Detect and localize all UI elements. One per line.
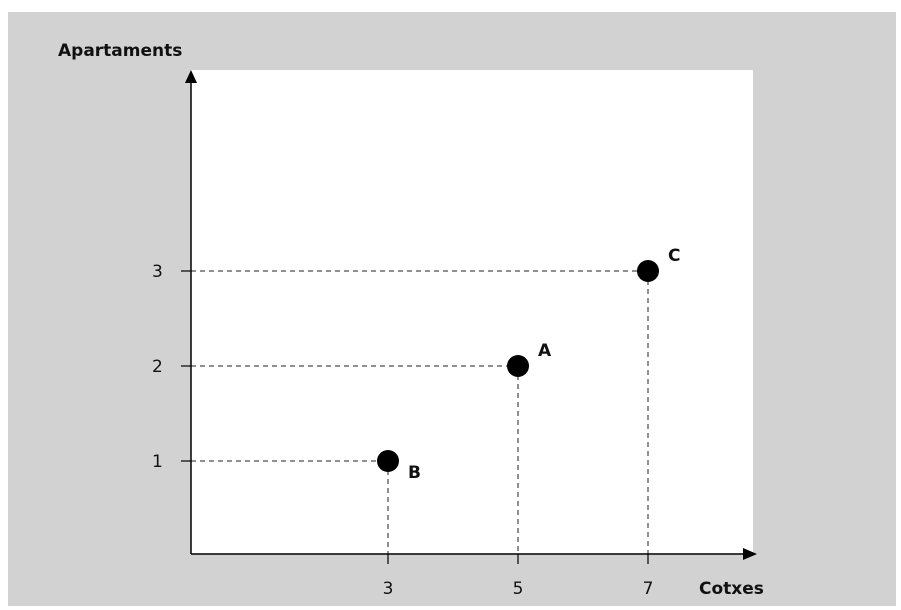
- axes: [185, 70, 757, 560]
- data-points: B A C: [377, 246, 680, 483]
- plot-background: [191, 70, 753, 554]
- y-tick-label: 1: [152, 452, 163, 472]
- y-tick-label: 2: [152, 357, 163, 377]
- ticks: 1 2 3 3 5 7: [152, 262, 653, 599]
- x-tick-label: 5: [513, 579, 524, 599]
- data-point-label: A: [538, 341, 552, 361]
- x-axis-title: Cotxes: [699, 579, 764, 599]
- data-point-marker: [377, 450, 399, 472]
- x-axis-arrow: [743, 548, 757, 560]
- y-axis-title: Apartaments: [58, 41, 182, 61]
- x-tick-label: 7: [643, 579, 654, 599]
- y-axis-arrow: [185, 70, 197, 83]
- data-point-label: B: [408, 463, 421, 483]
- y-tick-label: 3: [152, 262, 163, 282]
- data-point-marker: [507, 355, 529, 377]
- data-point-label: C: [668, 246, 680, 266]
- data-point-marker: [637, 260, 659, 282]
- guide-lines: [191, 270, 649, 554]
- x-tick-label: 3: [383, 579, 394, 599]
